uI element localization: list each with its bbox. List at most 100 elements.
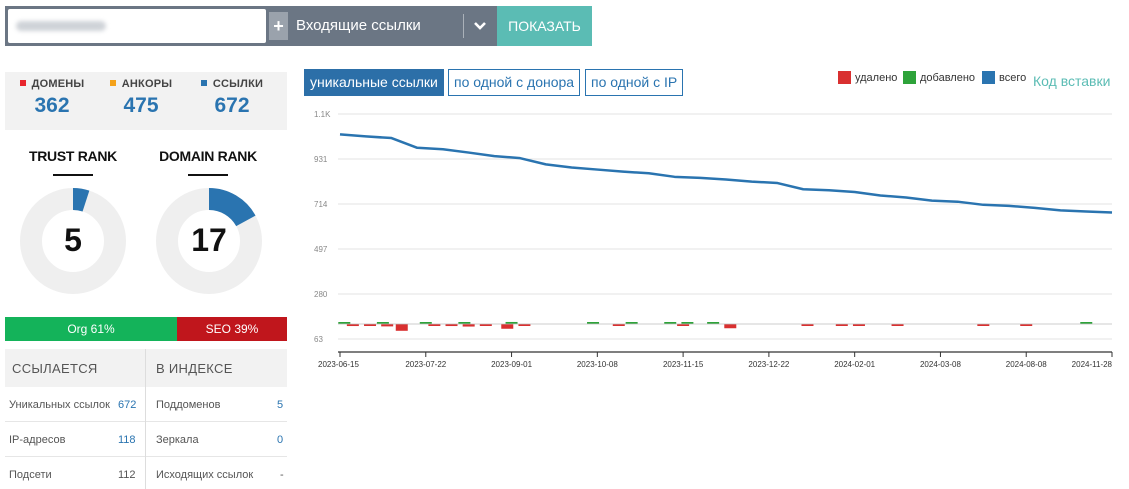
removed-bar <box>395 324 408 331</box>
unique-links-value[interactable]: 672 <box>118 399 137 411</box>
stat-domains[interactable]: ДОМЕНЫ 362 <box>5 78 99 118</box>
unique-links-label: Уникальных ссылок <box>9 399 110 411</box>
y-tick-label: 1.1K <box>314 110 331 119</box>
y-tick-label: 63 <box>314 335 323 344</box>
added-bar <box>587 322 600 324</box>
table-row: IP-адресов 118 Зеркала 0 <box>5 422 287 457</box>
added-bar <box>681 322 694 324</box>
legend-total-label: всего <box>999 72 1027 84</box>
x-tick-label: 2023-11-15 <box>663 360 704 369</box>
x-tick-label: 2023-06-15 <box>318 360 359 369</box>
removed-bar <box>501 324 514 329</box>
links-marker <box>200 80 207 87</box>
subdomains-value[interactable]: 5 <box>277 399 284 411</box>
domain-rank-underline <box>188 174 228 176</box>
added-bar <box>625 322 638 324</box>
removed-bar <box>1020 324 1033 326</box>
trust-rank-donut <box>20 188 126 294</box>
legend-added[interactable]: добавлено <box>903 70 975 84</box>
tab-one-per-donor[interactable]: по одной с донора <box>448 69 581 96</box>
add-domain-button[interactable]: + <box>269 12 288 40</box>
removed-bar <box>381 324 394 327</box>
removed-bar <box>428 324 441 326</box>
domains-marker <box>19 80 26 87</box>
mirrors-value[interactable]: 0 <box>277 434 284 446</box>
column-divider <box>145 349 146 387</box>
removed-bar <box>364 324 377 326</box>
removed-bar <box>612 324 625 326</box>
table-header: ССЫЛАЕТСЯ В ИНДЕКСЕ <box>5 349 287 387</box>
embed-code-link[interactable]: Код вставки <box>1033 73 1111 89</box>
domain-rank: DOMAIN RANK <box>148 148 268 176</box>
select-divider <box>463 14 464 38</box>
legend-added-swatch <box>903 70 916 84</box>
ip-addresses-label: IP-адресов <box>9 434 66 446</box>
chevron-down-icon[interactable] <box>473 19 487 33</box>
y-tick-label: 714 <box>314 200 328 209</box>
added-bar <box>376 322 389 324</box>
refers-header: ССЫЛАЕТСЯ <box>12 361 98 376</box>
blurred-domain-text <box>16 21 106 31</box>
x-tick-label: 2023-12-22 <box>748 360 789 369</box>
trust-rank-title: TRUST RANK <box>29 148 117 164</box>
added-bar <box>458 322 471 324</box>
removed-bar <box>801 324 814 326</box>
trust-rank-underline <box>53 174 93 176</box>
stat-anchors-value: 475 <box>123 94 159 117</box>
removed-bar <box>479 324 492 326</box>
outgoing-links-label: Исходящих ссылок <box>156 469 254 481</box>
removed-bar <box>852 324 865 326</box>
added-bar <box>419 322 432 324</box>
column-divider <box>145 387 146 422</box>
search-toolbar: + Входящие ссылки <box>5 6 497 46</box>
seo-share-bar: SEO 39% <box>177 317 287 341</box>
report-type-select[interactable]: Входящие ссылки <box>290 6 497 46</box>
x-tick-label: 2024-11-28 <box>1072 360 1113 369</box>
removed-bar <box>677 324 690 326</box>
table-row: Уникальных ссылок 672 Поддоменов 5 <box>5 387 287 422</box>
legend-removed-label: удалено <box>855 72 898 84</box>
removed-bar <box>445 324 458 327</box>
subdomains-label: Поддоменов <box>156 399 221 411</box>
domain-rank-donut <box>156 188 262 294</box>
domain-rank-arc <box>156 188 262 294</box>
legend-total[interactable]: всего <box>982 70 1027 84</box>
added-bar <box>664 322 677 324</box>
x-tick-label: 2023-07-22 <box>405 360 446 369</box>
stat-links-value: 672 <box>214 94 250 117</box>
added-bar <box>338 322 351 324</box>
ip-addresses-value[interactable]: 118 <box>118 434 136 446</box>
trust-rank-arc <box>20 188 126 294</box>
domain-input[interactable] <box>8 9 266 43</box>
column-divider <box>145 457 146 489</box>
tab-unique-links[interactable]: уникальные ссылки <box>304 69 444 96</box>
stat-anchors[interactable]: АНКОРЫ 475 <box>94 78 188 118</box>
x-tick-label: 2024-02-01 <box>834 360 875 369</box>
subnets-label: Подсети <box>9 469 52 481</box>
removed-bar <box>346 324 359 327</box>
anchors-marker <box>109 80 116 87</box>
column-divider <box>145 422 146 457</box>
legend-removed[interactable]: удалено <box>838 70 898 84</box>
y-tick-label: 280 <box>314 290 328 299</box>
legend-removed-swatch <box>838 70 851 84</box>
trust-rank-value: 5 <box>64 222 82 258</box>
y-tick-label: 497 <box>314 245 328 254</box>
outgoing-links-value: - <box>280 469 284 481</box>
table-row: Подсети 112 Исходящих ссылок - <box>5 457 287 489</box>
indexed-header: В ИНДЕКСЕ <box>156 361 233 376</box>
tab-one-per-ip[interactable]: по одной с IP <box>585 69 684 96</box>
links-summary-table: ССЫЛАЕТСЯ В ИНДЕКСЕ Уникальных ссылок 67… <box>5 349 287 489</box>
stat-links[interactable]: ССЫЛКИ 672 <box>185 78 279 118</box>
added-bar <box>505 321 518 324</box>
legend-total-swatch <box>982 70 995 84</box>
show-button[interactable]: ПОКАЗАТЬ <box>497 6 592 46</box>
summary-stats: ДОМЕНЫ 362 АНКОРЫ 475 ССЫЛКИ 672 <box>5 72 287 130</box>
added-bar <box>1080 322 1093 324</box>
links-history-chart: 63 280 497 714 931 1.1K 2023-06-15 2023-07-22 20… <box>314 110 1113 369</box>
report-type-select-value: Входящие ссылки <box>296 17 421 34</box>
domain-rank-title: DOMAIN RANK <box>159 148 257 164</box>
domain-rank-value: 17 <box>191 222 227 258</box>
stat-links-label: ССЫЛКИ <box>212 78 264 90</box>
y-tick-label: 931 <box>314 155 328 164</box>
